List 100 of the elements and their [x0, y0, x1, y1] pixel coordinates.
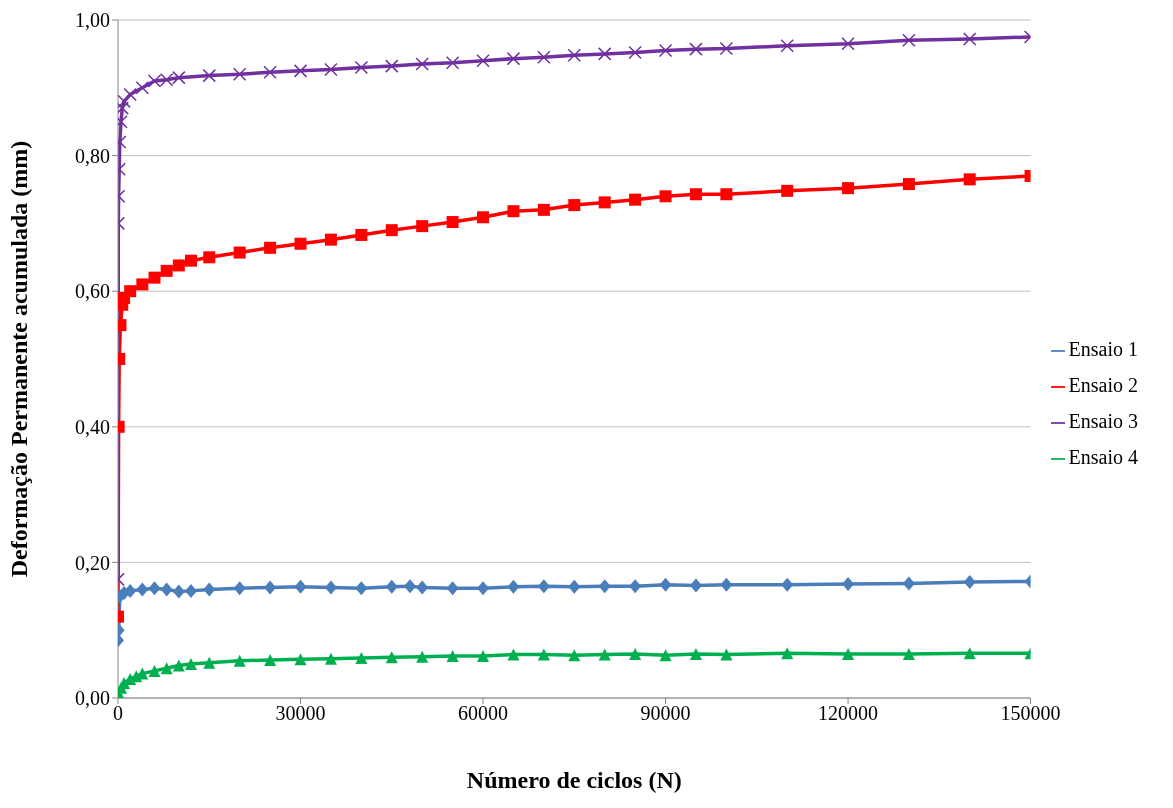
point — [719, 41, 734, 56]
point — [659, 577, 672, 592]
point — [233, 581, 246, 596]
point — [537, 203, 550, 216]
point — [118, 94, 131, 109]
point — [172, 584, 185, 599]
point — [568, 199, 581, 212]
point — [148, 664, 161, 677]
point — [963, 173, 976, 186]
point — [354, 60, 369, 75]
x-tick-label: 0 — [113, 702, 123, 725]
point — [445, 55, 460, 70]
point — [568, 649, 581, 662]
point — [477, 211, 490, 224]
point — [123, 87, 137, 102]
point — [537, 579, 550, 594]
legend-label: Ensaio 3 — [1068, 410, 1138, 432]
point — [135, 81, 150, 95]
point — [507, 579, 520, 594]
y-tick-label: 0,20 — [75, 551, 110, 574]
point — [324, 62, 338, 77]
x-axis-title: Número de ciclos (N) — [466, 767, 682, 793]
point — [446, 649, 459, 662]
point — [203, 251, 216, 264]
point — [781, 647, 794, 660]
point — [902, 33, 916, 48]
point — [172, 259, 185, 272]
point — [124, 285, 137, 298]
point — [185, 254, 198, 267]
point — [416, 650, 429, 663]
point — [780, 39, 794, 53]
point — [124, 583, 137, 598]
point — [172, 70, 186, 85]
point — [781, 184, 794, 197]
point — [659, 649, 672, 662]
point — [629, 193, 642, 206]
point — [203, 582, 216, 597]
point — [507, 205, 520, 218]
point — [781, 577, 794, 592]
point — [232, 67, 247, 81]
point — [720, 188, 733, 201]
legend-label: Ensaio 4 — [1068, 446, 1138, 468]
point — [902, 647, 915, 660]
point — [385, 59, 399, 73]
point — [537, 648, 550, 661]
point — [446, 216, 459, 229]
point — [902, 178, 915, 191]
point — [185, 583, 198, 598]
point — [148, 581, 161, 596]
y-tick-label: 0,40 — [75, 415, 110, 438]
point — [689, 42, 703, 56]
point — [202, 68, 217, 83]
point — [294, 653, 307, 666]
point — [537, 50, 551, 65]
point — [324, 652, 337, 665]
point — [962, 32, 977, 46]
point — [324, 580, 337, 595]
point — [416, 580, 429, 595]
point — [689, 188, 702, 201]
point — [689, 647, 702, 660]
point — [567, 48, 582, 63]
point — [136, 582, 149, 597]
y-tick-label: 0,60 — [75, 280, 110, 303]
point — [415, 57, 429, 71]
point — [136, 278, 149, 291]
point — [385, 651, 398, 664]
point — [263, 65, 277, 79]
point — [159, 72, 174, 87]
x-tick-label: 120000 — [818, 702, 879, 725]
point — [598, 579, 611, 594]
point — [293, 64, 308, 78]
point — [264, 654, 277, 667]
point — [233, 654, 246, 667]
point — [902, 576, 915, 591]
point — [629, 647, 642, 660]
point — [148, 271, 161, 284]
legend-label: Ensaio 1 — [1068, 338, 1138, 360]
point — [598, 196, 611, 209]
point — [477, 649, 490, 662]
point — [629, 579, 642, 594]
point — [147, 74, 162, 88]
y-tick-label: 1,00 — [75, 9, 110, 32]
point — [689, 578, 702, 593]
point — [385, 224, 398, 237]
point — [659, 190, 672, 203]
point — [720, 577, 733, 592]
point — [160, 264, 173, 277]
x-tick-label: 30000 — [275, 702, 326, 725]
point — [264, 580, 277, 595]
point — [963, 575, 976, 590]
point — [628, 45, 642, 60]
point — [477, 581, 490, 596]
point — [658, 43, 673, 58]
y-tick-label: 0,80 — [75, 144, 110, 167]
point — [294, 237, 307, 250]
point — [294, 579, 307, 594]
point — [160, 662, 173, 675]
point — [355, 652, 368, 664]
point — [203, 656, 216, 669]
point — [598, 648, 611, 661]
